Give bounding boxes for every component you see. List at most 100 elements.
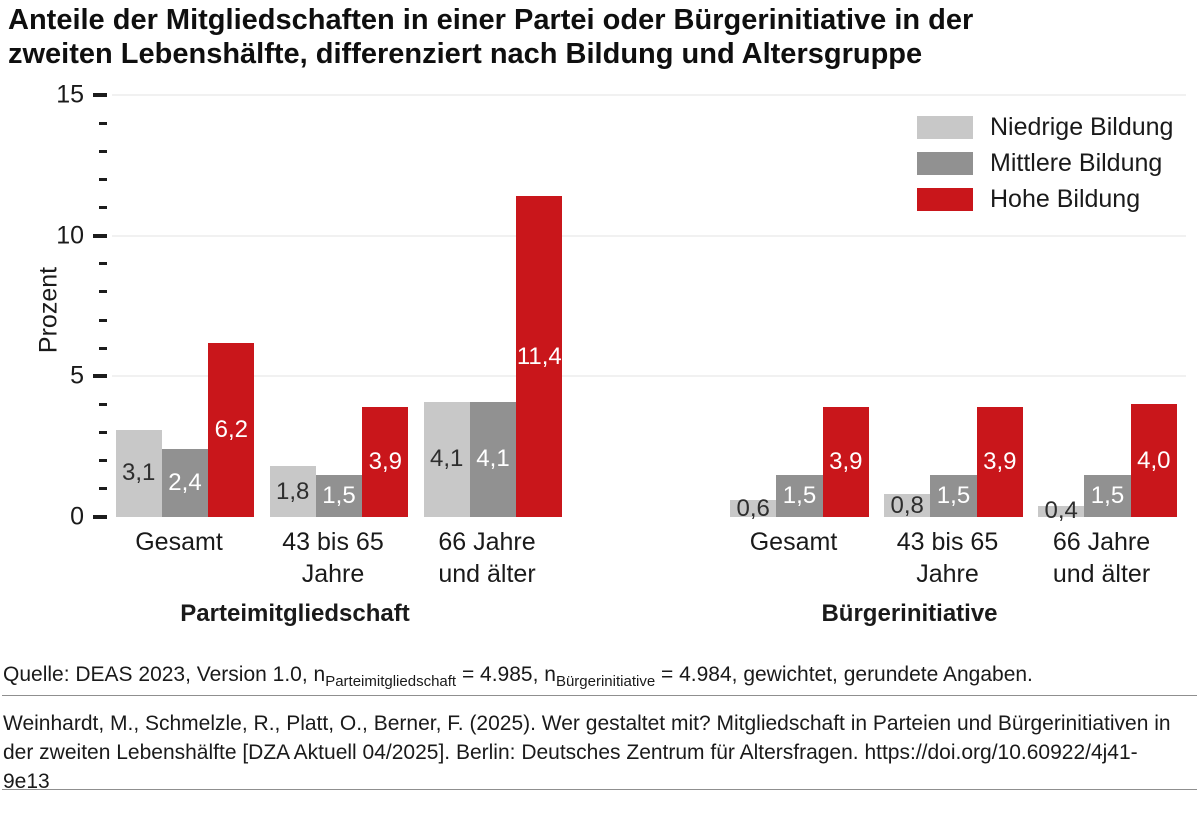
legend: Niedrige Bildung Mittlere Bildung Hohe B…: [917, 113, 1174, 224]
bar-value-label: 4,0: [1137, 446, 1171, 474]
legend-item-mittlere-bildung: Mittlere Bildung: [917, 149, 1173, 177]
y-axis-major-tick: [93, 233, 107, 238]
bar-value-label: 0,6: [736, 494, 770, 522]
bar-value-label: 3,9: [983, 448, 1017, 476]
category-label-line: 43 bis 65: [896, 528, 999, 556]
bar-value-label: 11,4: [516, 342, 562, 370]
y-axis-major-tick: [93, 93, 107, 98]
y-gridline: [112, 234, 1186, 237]
y-axis-major-tick: [93, 515, 107, 519]
source-subscript-buergerinitiative: Bürgerinitiative: [555, 673, 656, 691]
category-label-line: Gesamt: [749, 528, 838, 556]
y-tick-label: 5: [70, 361, 84, 390]
bar: [516, 196, 563, 517]
bar: [730, 500, 777, 517]
y-axis-minor-tick: [99, 346, 107, 350]
bar: [208, 342, 255, 517]
y-axis-minor-tick: [99, 121, 107, 125]
bar: [1038, 505, 1085, 517]
source-subscript-parteimitgliedschaft: Parteimitgliedschaft: [325, 673, 457, 691]
panel-title: Bürgerinitiative: [821, 600, 998, 627]
legend-swatch-icon: [917, 188, 973, 211]
legend-label: Niedrige Bildung: [990, 113, 1174, 141]
category-label: Gesamt: [135, 526, 223, 558]
bar: [315, 474, 363, 517]
source-note-text: Quelle: DEAS 2023, Version 1.0, n: [3, 663, 326, 686]
bar: [930, 474, 977, 517]
y-axis-minor-tick: [99, 290, 107, 294]
divider-rule-top: [2, 695, 1197, 696]
legend-item-hohe-bildung: Hohe Bildung: [917, 185, 1173, 213]
category-label-line: Jahre: [301, 560, 365, 588]
category-label-line: und älter: [438, 560, 536, 588]
bar: [884, 494, 931, 517]
category-label: 43 bis 65 Jahre: [282, 526, 383, 590]
bar-value-label: 1,5: [322, 481, 356, 509]
legend-swatch-icon: [917, 152, 973, 175]
bar-value-label: 3,9: [368, 448, 402, 476]
bar: [976, 407, 1023, 517]
legend-swatch-icon: [917, 116, 973, 139]
citation-line-1: Weinhardt, M., Schmelzle, R., Platt, O.,…: [3, 712, 1171, 735]
divider-rule-bottom: [2, 789, 1197, 790]
bar: [115, 429, 162, 517]
source-note-text: = 4.984, gewichtet, gerundete Angaben.: [655, 663, 1033, 686]
bar-value-label: 3,1: [121, 459, 156, 487]
y-axis-minor-tick: [99, 206, 107, 210]
y-axis-title: Prozent: [34, 266, 63, 354]
bar: [161, 449, 209, 517]
y-tick-label: 0: [70, 502, 84, 531]
bar: [822, 407, 869, 517]
bar-value-label: 3,9: [829, 448, 863, 476]
bar-value-label: 2,4: [168, 469, 202, 497]
y-axis-major-tick: [93, 374, 107, 379]
citation-line-3: 9e13: [3, 770, 50, 793]
bar-value-label: 1,8: [275, 477, 310, 505]
category-label: Gesamt: [750, 526, 838, 558]
category-label: 43 bis 65 Jahre: [897, 526, 998, 590]
y-axis-minor-tick: [99, 459, 107, 463]
chart-title-line-2: zweiten Lebenshälfte, differenziert nach…: [8, 38, 923, 70]
y-axis-minor-tick: [99, 431, 107, 435]
citation-line-2: der zweiten Lebenshälfte [DZA Aktuell 04…: [3, 741, 1138, 764]
y-tick-label: 15: [56, 80, 84, 109]
category-label-line: und älter: [1052, 560, 1151, 588]
category-label: 66 Jahre und älter: [1053, 526, 1150, 590]
category-label-line: 66 Jahre: [438, 528, 536, 556]
bar-value-label: 4,1: [476, 445, 510, 473]
y-axis-minor-tick: [99, 262, 107, 266]
chart-title-line-1: Anteile der Mitgliedschaften in einer Pa…: [8, 4, 974, 36]
y-axis-minor-tick: [99, 487, 107, 491]
bar: [469, 401, 517, 517]
source-note: Quelle: DEAS 2023, Version 1.0, nParteim…: [3, 663, 1033, 691]
bar-value-label: 0,8: [890, 491, 924, 519]
citation: Weinhardt, M., Schmelzle, R., Platt, O.,…: [3, 709, 1171, 796]
y-axis-minor-tick: [99, 318, 107, 322]
bar: [269, 466, 316, 517]
panel-title: Parteimitgliedschaft: [180, 600, 410, 627]
bar-value-label: 1,5: [1090, 481, 1125, 509]
y-tick-label: 10: [56, 221, 84, 250]
y-axis-minor-tick: [99, 402, 107, 406]
bar: [423, 401, 470, 517]
bar-value-label: 6,2: [214, 415, 248, 443]
category-label-line: 43 bis 65: [282, 528, 384, 556]
bar-value-label: 0,4: [1044, 497, 1078, 525]
category-label: 66 Jahre und älter: [438, 526, 535, 590]
legend-label: Mittlere Bildung: [990, 149, 1163, 177]
category-label-line: 66 Jahre: [1052, 528, 1151, 556]
bar: [1130, 404, 1177, 517]
category-label-line: Jahre: [916, 560, 979, 588]
bar-value-label: 1,5: [936, 481, 971, 509]
y-gridline: [112, 94, 1186, 97]
y-axis-minor-tick: [99, 149, 107, 153]
legend-item-niedrige-bildung: Niedrige Bildung: [917, 113, 1174, 141]
category-label-line: Gesamt: [135, 528, 223, 556]
chart-title: Anteile der Mitgliedschaften in einer Pa…: [8, 3, 973, 71]
y-axis-minor-tick: [99, 177, 107, 181]
bar: [362, 407, 409, 517]
bar: [776, 474, 823, 517]
y-gridline: [112, 375, 1186, 378]
bar-value-label: 4,1: [429, 445, 464, 473]
